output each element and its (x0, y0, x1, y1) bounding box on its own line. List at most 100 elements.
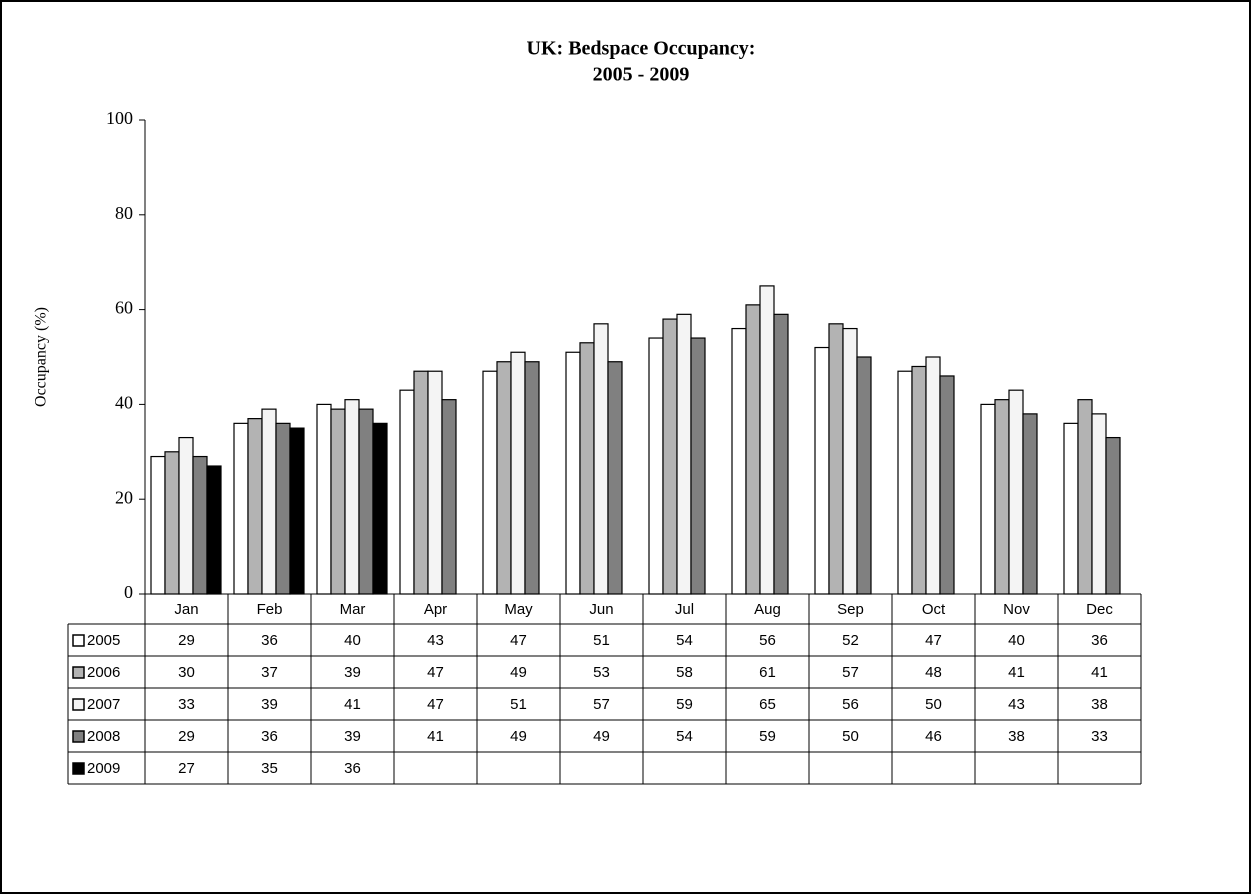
legend-label: 2006 (87, 664, 120, 681)
bar (192, 455, 208, 595)
bar (413, 370, 429, 595)
table-value: 47 (427, 664, 444, 681)
table-value: 36 (1091, 632, 1108, 649)
bar (372, 422, 388, 595)
y-tick-label: 60 (115, 298, 133, 318)
bar (856, 356, 872, 595)
bar (482, 370, 498, 595)
table-value: 29 (178, 728, 195, 745)
table-value: 58 (676, 664, 693, 681)
bar (607, 361, 623, 595)
table-value: 33 (178, 696, 195, 713)
y-tick-label: 80 (115, 203, 133, 223)
bar (206, 465, 222, 595)
bar (316, 403, 332, 595)
table-value: 43 (1008, 696, 1025, 713)
table-value: 33 (1091, 728, 1108, 745)
y-tick-label: 100 (106, 108, 133, 128)
bar (441, 399, 457, 595)
bar (579, 342, 595, 595)
table-value: 49 (510, 728, 527, 745)
legend-label: 2009 (87, 760, 120, 777)
bar (773, 313, 789, 595)
legend-swatch (72, 666, 85, 679)
table-value: 48 (925, 664, 942, 681)
x-tick-label: Aug (754, 601, 781, 618)
bar (676, 313, 692, 595)
bar (496, 361, 512, 595)
bar (1022, 413, 1038, 595)
x-tick-label: Jun (589, 601, 613, 618)
bar (1105, 436, 1121, 595)
table-value: 47 (427, 696, 444, 713)
bar (150, 455, 166, 595)
x-tick-label: Oct (922, 601, 946, 618)
legend-swatch (72, 698, 85, 711)
bar (247, 418, 263, 595)
bar (911, 365, 927, 595)
table-value: 46 (925, 728, 942, 745)
bar (828, 323, 844, 595)
x-tick-label: Jan (174, 601, 198, 618)
bar (1091, 413, 1107, 595)
bar (510, 351, 526, 595)
table-value: 39 (344, 664, 361, 681)
table-value: 61 (759, 664, 776, 681)
table-value: 36 (344, 760, 361, 777)
table-value: 49 (593, 728, 610, 745)
bar (745, 304, 761, 595)
bar (275, 422, 291, 595)
table-value: 53 (593, 664, 610, 681)
table-value: 36 (261, 632, 278, 649)
x-tick-label: Nov (1003, 601, 1030, 618)
bar (330, 408, 346, 595)
bar (1063, 422, 1079, 595)
table-value: 36 (261, 728, 278, 745)
table-value: 39 (344, 728, 361, 745)
bar (1077, 399, 1093, 595)
bar (593, 323, 609, 595)
table-value: 41 (1091, 664, 1108, 681)
x-tick-label: Apr (424, 601, 447, 618)
bar (731, 327, 747, 595)
table-value: 40 (1008, 632, 1025, 649)
table-value: 51 (510, 696, 527, 713)
table-value: 37 (261, 664, 278, 681)
bar (759, 285, 775, 595)
table-value: 54 (676, 728, 693, 745)
bar (399, 389, 415, 595)
x-tick-label: Mar (340, 601, 366, 618)
bar (980, 403, 996, 595)
chart-title: 2005 - 2009 (593, 64, 690, 86)
table-value: 30 (178, 664, 195, 681)
bar (662, 318, 678, 595)
bar (261, 408, 277, 595)
table-value: 29 (178, 632, 195, 649)
bar (925, 356, 941, 595)
bar (994, 399, 1010, 595)
bar (939, 375, 955, 595)
table-value: 47 (510, 632, 527, 649)
table-value: 59 (676, 696, 693, 713)
table-value: 57 (842, 664, 859, 681)
y-axis-label: Occupancy (%) (33, 307, 50, 407)
x-tick-label: Jul (675, 601, 694, 618)
bar (565, 351, 581, 595)
bar (814, 346, 830, 595)
x-tick-label: Sep (837, 601, 864, 618)
bar (842, 327, 858, 595)
x-tick-label: Dec (1086, 601, 1113, 618)
table-value: 27 (178, 760, 195, 777)
table-value: 59 (759, 728, 776, 745)
legend-label: 2005 (87, 632, 120, 649)
y-tick-label: 0 (124, 582, 133, 602)
bar (358, 408, 374, 595)
table-value: 39 (261, 696, 278, 713)
table-value: 65 (759, 696, 776, 713)
table-value: 57 (593, 696, 610, 713)
bar (897, 370, 913, 595)
bar (344, 399, 360, 595)
legend-swatch (72, 730, 85, 743)
